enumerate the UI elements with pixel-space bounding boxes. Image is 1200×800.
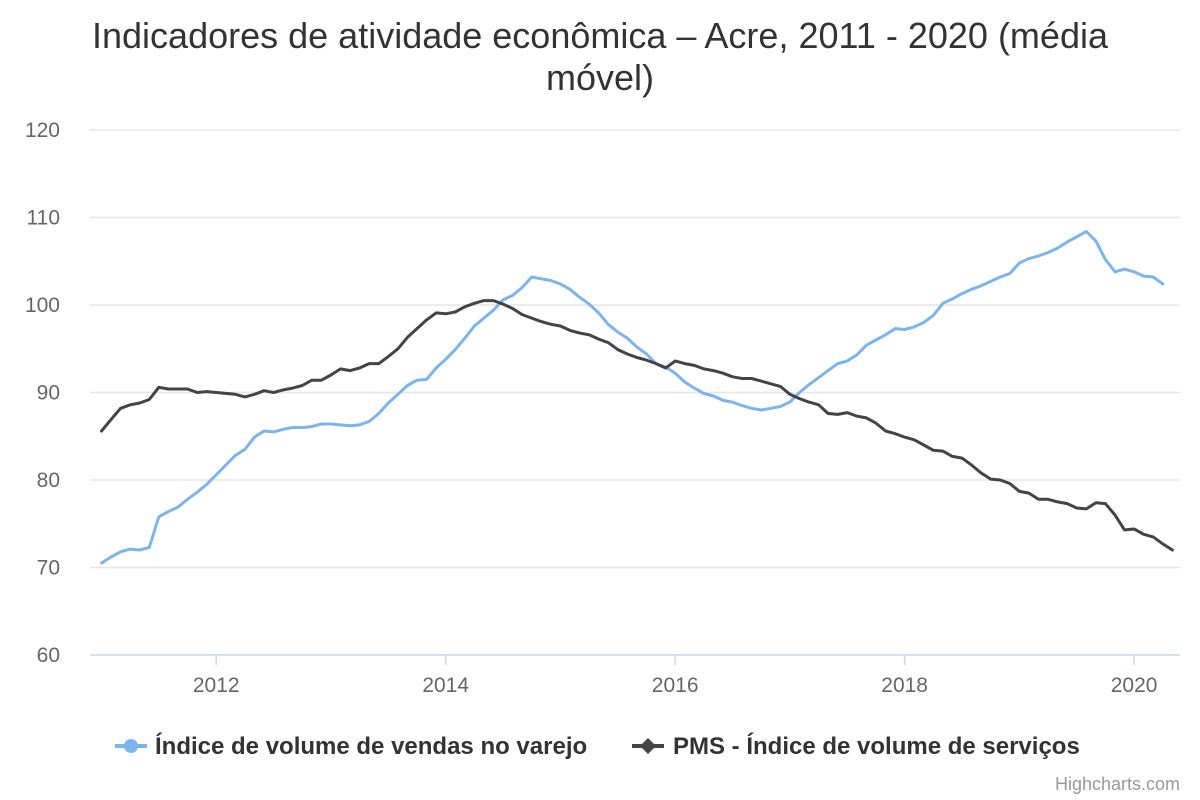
grid-lines <box>90 129 1180 569</box>
x-axis: 2012 2014 2016 2018 2020 <box>90 654 1180 697</box>
x-tick-label: 2018 <box>881 674 928 697</box>
legend-label[interactable]: Índice de volume de vendas no varejo <box>155 732 587 760</box>
chart-title-line-1: Indicadores de atividade econômica – Acr… <box>92 15 1109 56</box>
legend-item-2[interactable]: PMS - Índice de volume de serviços <box>632 732 1080 760</box>
y-tick-label: 110 <box>27 207 60 230</box>
y-tick-label: 100 <box>25 294 60 317</box>
credits-link[interactable]: Highcharts.com <box>1055 774 1180 794</box>
series-line-1[interactable] <box>100 230 1165 565</box>
y-tick-label: 80 <box>37 469 60 492</box>
y-tick-label: 60 <box>37 644 60 667</box>
x-tick-label: 2014 <box>422 674 469 697</box>
y-axis: 60 70 80 90 100 110 120 <box>25 119 60 667</box>
x-tick-label: 2016 <box>652 674 699 697</box>
chart-title-line-2: móvel) <box>546 57 654 98</box>
series-lines <box>100 230 1174 565</box>
legend[interactable]: Índice de volume de vendas no varejo PMS … <box>115 732 1080 760</box>
legend-diamond-marker <box>640 738 656 754</box>
legend-circle-marker <box>124 739 138 753</box>
x-tick-label: 2012 <box>193 674 240 697</box>
y-tick-label: 90 <box>37 382 60 405</box>
legend-label[interactable]: PMS - Índice de volume de serviços <box>673 732 1080 760</box>
y-tick-label: 120 <box>25 119 60 142</box>
series-line-2[interactable] <box>100 299 1174 552</box>
y-tick-label: 70 <box>37 557 60 580</box>
x-tick-label: 2020 <box>1111 674 1158 697</box>
legend-item-1[interactable]: Índice de volume de vendas no varejo <box>115 732 587 760</box>
